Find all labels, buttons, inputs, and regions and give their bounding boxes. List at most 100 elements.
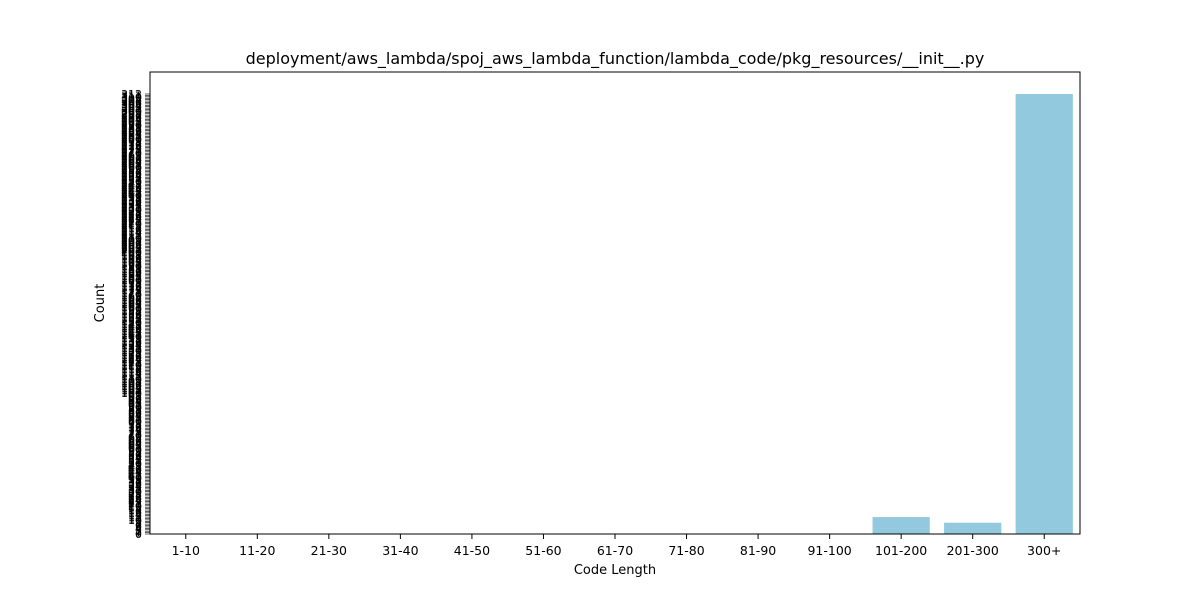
y-tick-label: 17 [128, 504, 142, 517]
y-tick-label: 262 [121, 159, 142, 172]
y-tick-label: 103 [121, 383, 142, 396]
y-tick-label: 187 [121, 264, 142, 277]
y-tick-label: 82 [128, 412, 142, 425]
y-tick-label: 243 [121, 185, 142, 198]
y-tick-label: 301 [121, 104, 142, 117]
y-tick-label: 22 [128, 497, 142, 510]
y-tick-label: 294 [121, 113, 142, 126]
y-tick-label: 72 [128, 426, 142, 439]
y-tick-label: 157 [121, 307, 142, 320]
y-tick-label: 34 [128, 480, 142, 493]
y-tick-label: 300 [121, 105, 142, 118]
y-tick-label: 136 [121, 336, 142, 349]
y-tick-label: 107 [121, 377, 142, 390]
y-tick-label: 45 [128, 465, 142, 478]
y-tick-label: 252 [121, 173, 142, 186]
y-tick-label: 145 [121, 324, 142, 337]
y-tick-label: 7 [135, 518, 142, 531]
y-tick-label: 185 [121, 267, 142, 280]
y-tick-label: 109 [121, 374, 142, 387]
y-tick-label: 171 [121, 287, 142, 300]
y-tick-label: 284 [121, 127, 142, 140]
y-tick-label: 146 [121, 322, 142, 335]
y-tick-label: 147 [121, 321, 142, 334]
y-tick-label: 144 [121, 325, 142, 338]
plot-frame [149, 71, 1081, 535]
y-tick-label: 120 [121, 359, 142, 372]
y-tick-label: 1 [135, 527, 142, 540]
y-tick-label: 150 [121, 316, 142, 329]
y-tick-label: 14 [128, 508, 142, 521]
y-tick-label: 253 [121, 171, 142, 184]
y-tick-label: 70 [128, 429, 142, 442]
y-tick-label: 163 [121, 298, 142, 311]
y-tick-label: 205 [121, 239, 142, 252]
x-tick-label: 1-10 [172, 543, 200, 558]
y-tick-label: 166 [121, 294, 142, 307]
y-tick-label: 62 [128, 441, 142, 454]
y-tick-label: 254 [121, 170, 142, 183]
y-tick-label: 212 [121, 229, 142, 242]
y-tick-label: 175 [121, 281, 142, 294]
y-tick-label: 89 [128, 402, 142, 415]
y-tick-label: 277 [121, 137, 142, 150]
bar-201-300 [944, 522, 1002, 534]
y-tick-label: 227 [121, 208, 142, 221]
x-tick-label: 91-100 [807, 543, 851, 558]
y-tick-label: 19 [128, 501, 142, 514]
y-tick-label: 274 [121, 142, 142, 155]
y-tick-label: 289 [121, 120, 142, 133]
y-tick-label: 118 [121, 362, 142, 375]
y-tick-label: 79 [128, 417, 142, 430]
y-tick-label: 78 [128, 418, 142, 431]
y-axis-ticks: 0123456789101112131415161718192021222324… [121, 88, 150, 541]
y-tick-label: 211 [121, 230, 142, 243]
y-tick-label: 101 [121, 386, 142, 399]
y-tick-label: 176 [121, 280, 142, 293]
y-tick-label: 296 [121, 111, 142, 124]
y-tick-label: 12 [128, 511, 142, 524]
y-tick-label: 198 [121, 249, 142, 262]
y-tick-label: 42 [128, 469, 142, 482]
y-tick-label: 6 [135, 520, 142, 533]
y-tick-label: 152 [121, 314, 142, 327]
y-tick-label: 182 [121, 271, 142, 284]
x-tick-label: 201-300 [947, 543, 999, 558]
y-tick-label: 251 [121, 174, 142, 187]
y-tick-label: 213 [121, 228, 142, 241]
y-tick-label: 192 [121, 257, 142, 270]
y-tick-label: 128 [121, 347, 142, 360]
x-tick-label: 300+ [1027, 543, 1061, 558]
y-tick-label: 105 [121, 380, 142, 393]
y-tick-label: 191 [121, 259, 142, 272]
y-tick-label: 52 [128, 455, 142, 468]
y-tick-label: 173 [121, 284, 142, 297]
y-tick-label: 257 [121, 166, 142, 179]
y-tick-label: 46 [128, 463, 142, 476]
y-tick-label: 60 [128, 443, 142, 456]
y-tick-label: 279 [121, 135, 142, 148]
y-tick-label: 186 [121, 266, 142, 279]
y-tick-label: 44 [128, 466, 142, 479]
y-tick-label: 93 [128, 397, 142, 410]
y-tick-label: 10 [128, 514, 142, 527]
y-tick-label: 167 [121, 292, 142, 305]
y-tick-label: 148 [121, 319, 142, 332]
y-tick-label: 116 [121, 364, 142, 377]
y-tick-label: 100 [121, 387, 142, 400]
y-tick-label: 134 [121, 339, 142, 352]
y-tick-label: 129 [121, 346, 142, 359]
y-tick-label: 80 [128, 415, 142, 428]
y-tick-label: 265 [121, 154, 142, 167]
y-tick-label: 260 [121, 161, 142, 174]
y-tick-label: 86 [128, 407, 142, 420]
y-tick-label: 244 [121, 184, 142, 197]
y-tick-label: 196 [121, 252, 142, 265]
y-tick-label: 8 [135, 517, 142, 530]
y-tick-label: 177 [121, 278, 142, 291]
y-tick-label: 90 [128, 401, 142, 414]
y-tick-label: 259 [121, 163, 142, 176]
y-tick-label: 204 [121, 240, 142, 253]
y-tick-label: 161 [121, 301, 142, 314]
